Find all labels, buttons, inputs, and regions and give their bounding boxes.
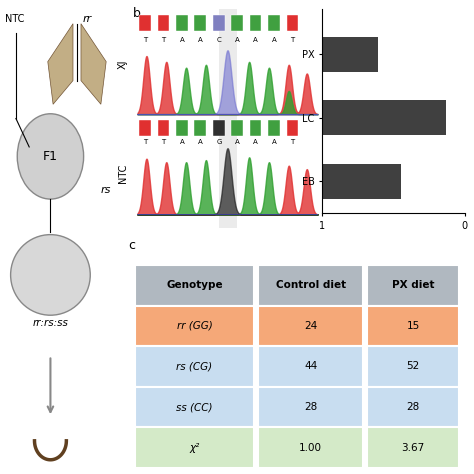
Bar — [268, 119, 280, 136]
FancyBboxPatch shape — [258, 306, 364, 346]
Bar — [176, 119, 188, 136]
Text: F1: F1 — [43, 150, 58, 163]
Bar — [250, 15, 262, 31]
Text: c: c — [128, 239, 135, 252]
Text: A: A — [253, 37, 258, 43]
Bar — [176, 15, 188, 31]
Bar — [287, 15, 298, 31]
Bar — [139, 15, 151, 31]
FancyBboxPatch shape — [258, 346, 364, 387]
Text: χ²: χ² — [190, 443, 200, 453]
FancyBboxPatch shape — [367, 387, 459, 428]
Text: 44: 44 — [304, 362, 317, 372]
Text: Genotype: Genotype — [166, 280, 223, 290]
Bar — [287, 119, 298, 136]
Text: rs (CG): rs (CG) — [176, 362, 213, 372]
Text: T: T — [162, 139, 166, 145]
Text: A: A — [198, 37, 203, 43]
Text: A: A — [235, 37, 240, 43]
Bar — [322, 164, 401, 199]
Text: PX diet: PX diet — [392, 280, 434, 290]
Text: NTC: NTC — [5, 14, 25, 24]
Bar — [231, 119, 243, 136]
Text: ss (CC): ss (CC) — [176, 402, 213, 412]
FancyBboxPatch shape — [135, 346, 254, 387]
Ellipse shape — [10, 235, 90, 315]
FancyBboxPatch shape — [135, 306, 254, 346]
FancyBboxPatch shape — [135, 428, 254, 468]
Ellipse shape — [17, 114, 83, 199]
Bar — [231, 15, 243, 31]
Text: 15: 15 — [406, 321, 419, 331]
Text: C: C — [217, 37, 221, 43]
FancyBboxPatch shape — [258, 428, 364, 468]
Text: NTC: NTC — [118, 164, 128, 182]
Text: A: A — [235, 139, 240, 145]
Bar — [194, 15, 206, 31]
Bar — [213, 15, 225, 31]
FancyBboxPatch shape — [367, 346, 459, 387]
Text: T: T — [291, 139, 295, 145]
Text: T: T — [143, 37, 147, 43]
Polygon shape — [81, 24, 106, 104]
Bar — [322, 36, 378, 72]
Bar — [250, 119, 262, 136]
Text: T: T — [143, 139, 147, 145]
Text: T: T — [162, 37, 166, 43]
Text: rr:rs:ss: rr:rs:ss — [33, 318, 68, 328]
Bar — [194, 119, 206, 136]
FancyBboxPatch shape — [258, 387, 364, 428]
Text: 28: 28 — [406, 402, 419, 412]
FancyBboxPatch shape — [258, 265, 364, 306]
Text: rr (GG): rr (GG) — [177, 321, 212, 331]
Text: A: A — [180, 139, 184, 145]
Bar — [268, 15, 280, 31]
Bar — [322, 100, 446, 135]
Text: A: A — [272, 37, 276, 43]
Text: rr: rr — [82, 14, 91, 24]
FancyBboxPatch shape — [135, 387, 254, 428]
Bar — [158, 119, 169, 136]
Text: A: A — [180, 37, 184, 43]
Bar — [213, 119, 225, 136]
Text: rs: rs — [101, 184, 111, 195]
Bar — [219, 9, 237, 228]
Text: T: T — [291, 37, 295, 43]
Text: A: A — [272, 139, 276, 145]
FancyBboxPatch shape — [367, 265, 459, 306]
FancyBboxPatch shape — [135, 265, 254, 306]
Text: A: A — [198, 139, 203, 145]
Bar — [139, 119, 151, 136]
Text: 1.00: 1.00 — [299, 443, 322, 453]
Text: G: G — [216, 139, 221, 145]
FancyBboxPatch shape — [367, 306, 459, 346]
Text: 28: 28 — [304, 402, 317, 412]
Text: 3.67: 3.67 — [401, 443, 425, 453]
Text: 52: 52 — [406, 362, 419, 372]
Text: Control diet: Control diet — [275, 280, 346, 290]
Text: XJ: XJ — [118, 59, 128, 69]
Text: 24: 24 — [304, 321, 317, 331]
Polygon shape — [48, 24, 73, 104]
Bar — [158, 15, 169, 31]
FancyBboxPatch shape — [367, 428, 459, 468]
Text: b: b — [133, 7, 141, 20]
Text: A: A — [253, 139, 258, 145]
